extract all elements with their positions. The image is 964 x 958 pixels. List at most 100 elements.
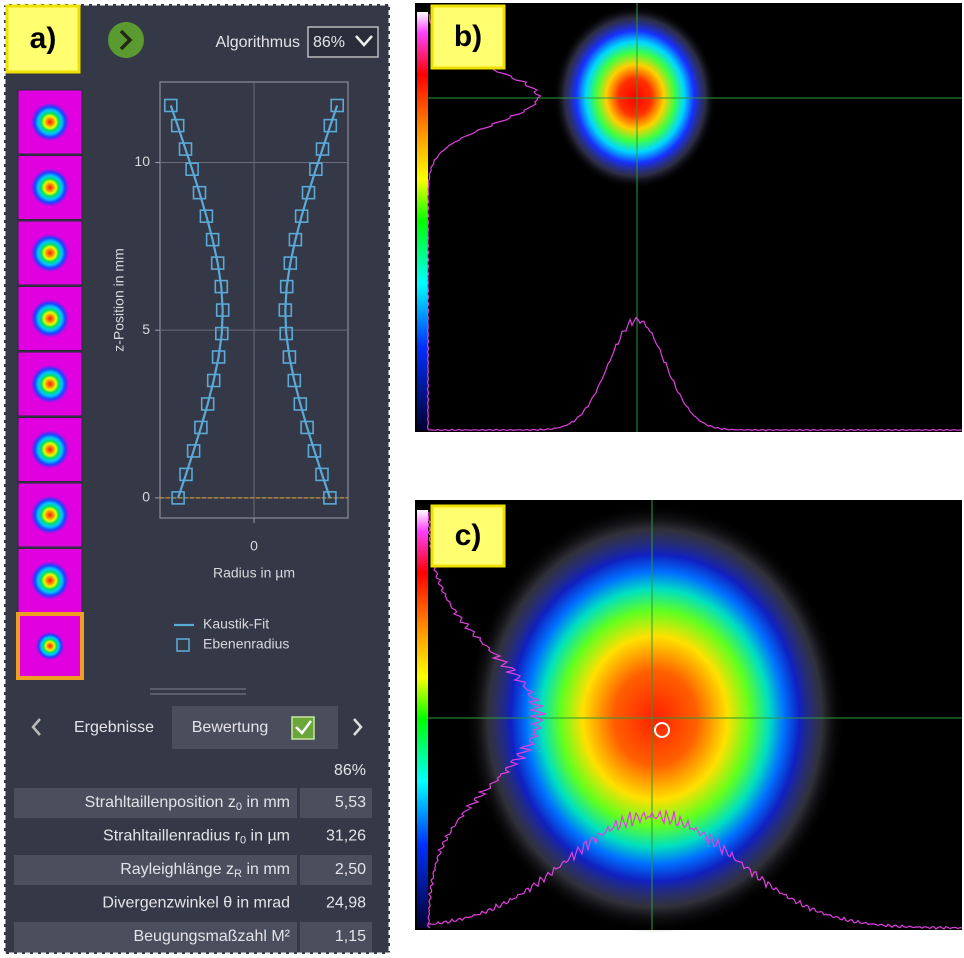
thumbnail-spot (31, 430, 69, 469)
subscript: 0 (240, 834, 246, 846)
fit-line (169, 105, 339, 499)
data-point (301, 185, 316, 200)
panel-label: c) (455, 519, 482, 552)
label-text: Beugungsmaßzahl M² (133, 928, 290, 945)
result-value: 24,98 (326, 895, 366, 912)
result-value: 1,15 (335, 928, 366, 945)
data-point (307, 444, 322, 458)
data-point (323, 118, 338, 133)
data-point (330, 98, 345, 113)
data-point (315, 467, 329, 482)
result-label: Strahltaillenposition z0 in mm (85, 794, 290, 813)
row-bg (14, 922, 297, 952)
result-label: Strahltaillenradius r0 in µm (103, 828, 290, 847)
data-point (279, 279, 294, 294)
label-text: Rayleighlänge z (120, 861, 234, 878)
result-label: Rayleighlänge zR in mm (120, 861, 290, 880)
thumbnail-spot (31, 299, 69, 338)
chevron-icon (119, 29, 133, 51)
label-text: Strahltaillenposition z (85, 794, 236, 811)
splitter (150, 693, 246, 695)
label-text: Divergenzwinkel θ in mrad (102, 895, 290, 912)
panel-label: b) (454, 20, 482, 53)
data-point (170, 118, 185, 133)
data-point (282, 350, 297, 364)
data-point (205, 232, 220, 247)
data-point (178, 142, 193, 156)
prev-tab[interactable] (31, 718, 41, 736)
thumbnail-spot (31, 561, 69, 600)
legend-label: Kaustik-Fit (203, 616, 269, 632)
value-box (300, 788, 372, 818)
colorbar (417, 12, 428, 430)
label-text: in µm (246, 828, 290, 845)
check-icon (295, 720, 312, 735)
label-text: in mm (242, 861, 290, 878)
result-value: 5,53 (335, 794, 366, 811)
profile-curve (427, 316, 963, 432)
data-point (185, 162, 199, 176)
data-point (210, 256, 225, 270)
data-point (315, 142, 330, 156)
label-box (430, 4, 506, 70)
data-point (309, 162, 323, 176)
data-point (287, 373, 302, 388)
data-point (214, 279, 229, 294)
data-point (164, 98, 178, 113)
legend-label: Ebenenradius (203, 636, 289, 652)
data-point (206, 373, 221, 388)
row-bg (14, 788, 297, 818)
label-box (430, 504, 506, 568)
y-tick-label: 0 (142, 489, 150, 505)
data-point (186, 444, 201, 458)
data-point (192, 185, 207, 200)
data-point (293, 397, 308, 411)
thumbnail-spot (31, 234, 69, 272)
thumbnail-spot (31, 103, 69, 141)
data-point (278, 303, 293, 317)
data-point (323, 491, 337, 505)
profile-curve (426, 13, 542, 431)
label-text: in mm (242, 794, 290, 811)
panel-label: a) (30, 22, 57, 55)
data-point (279, 326, 294, 341)
thumbnail-spot (31, 496, 69, 534)
legend-marker (176, 638, 190, 652)
x-axis-label: Radius in µm (213, 565, 295, 581)
result-label: Beugungsmaßzahl M² (133, 928, 290, 945)
tab-results[interactable]: Ergebnisse (74, 719, 154, 736)
result-label: Divergenzwinkel θ in mrad (102, 895, 290, 912)
result-value: 2,50 (335, 861, 366, 878)
label-text: Strahltaillenradius r (103, 828, 241, 845)
splitter (150, 688, 246, 690)
beam-center (654, 722, 670, 738)
x-tick-label: 0 (250, 538, 258, 554)
next-button[interactable] (108, 22, 144, 58)
thumbnail-spot (31, 365, 69, 403)
dropdown-icon (355, 35, 373, 47)
data-point (288, 232, 303, 247)
data-point (194, 420, 208, 435)
algorithm-value: 86% (313, 34, 345, 51)
data-point (215, 326, 229, 341)
value-box (300, 922, 372, 952)
algorithm-label: Algorithmus (216, 34, 300, 51)
data-point (171, 491, 185, 505)
data-point (199, 209, 214, 223)
y-axis-label: z-Position in mm (111, 248, 127, 351)
score: 86% (334, 762, 366, 779)
data-point (179, 467, 193, 482)
subscript: 0 (236, 801, 242, 813)
data-point (215, 303, 230, 317)
next-tab[interactable] (353, 718, 363, 736)
data-point (300, 420, 314, 435)
tab-rating[interactable]: Bewertung (192, 719, 269, 736)
profile-curve (427, 511, 547, 929)
label-box (5, 4, 81, 74)
data-point (294, 209, 309, 223)
y-tick-label: 10 (134, 153, 150, 169)
y-tick-label: 5 (142, 321, 150, 337)
profile-curve (427, 809, 963, 930)
result-value: 31,26 (326, 828, 366, 845)
